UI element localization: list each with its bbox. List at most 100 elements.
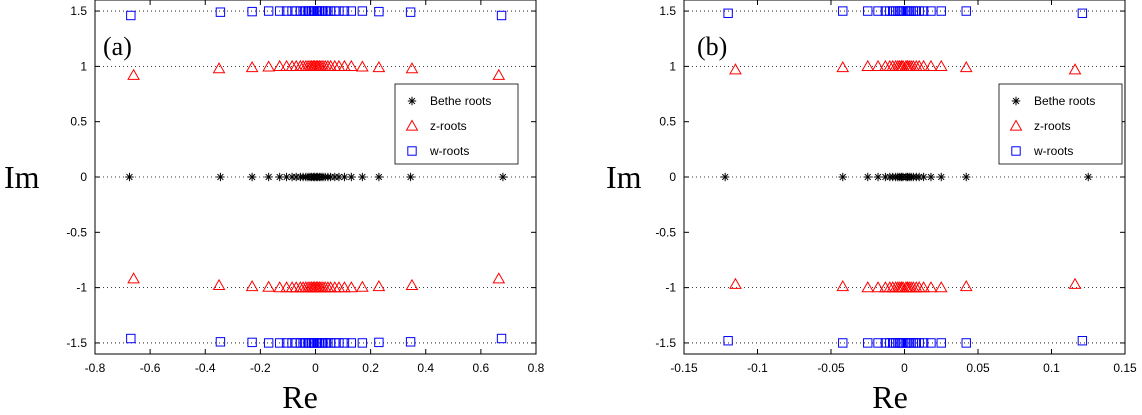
data-point xyxy=(405,337,416,347)
data-point xyxy=(723,336,733,346)
data-point xyxy=(372,60,386,73)
data-point xyxy=(961,338,971,348)
data-point xyxy=(245,280,259,292)
data-point xyxy=(346,6,357,16)
data-point xyxy=(723,8,733,18)
data-point xyxy=(127,68,140,80)
y-tick-label: -1.5 xyxy=(655,336,676,350)
x-tick-label: 0.1 xyxy=(1043,361,1060,375)
data-point xyxy=(216,172,225,182)
data-point xyxy=(924,59,938,71)
data-point xyxy=(962,172,971,182)
data-point xyxy=(126,333,136,344)
series-asterisk xyxy=(125,172,508,182)
legend-marker-asterisk xyxy=(407,96,417,106)
series-asterisk xyxy=(720,172,1093,182)
y-tick-label: -0.5 xyxy=(66,225,87,239)
data-point xyxy=(729,277,742,289)
data-point xyxy=(924,281,938,293)
x-tick-label: -0.15 xyxy=(670,361,698,375)
x-axis-title: Re xyxy=(282,379,318,415)
series-square xyxy=(723,6,1088,348)
x-tick-label: 0.05 xyxy=(966,361,990,375)
data-point xyxy=(347,172,356,182)
data-point xyxy=(357,6,368,16)
y-tick-label: 1 xyxy=(80,59,87,73)
data-point xyxy=(863,172,872,182)
data-point xyxy=(262,60,276,72)
data-point xyxy=(355,60,369,72)
data-point xyxy=(212,62,226,74)
data-point xyxy=(961,6,971,16)
x-tick-label: 0.4 xyxy=(417,361,434,375)
data-point xyxy=(918,338,929,348)
panel-label: (a) xyxy=(103,32,132,61)
chart-panel-2: -0.15 -0.1 -0.05 0 0.05 0.1 0.15 -1.5 -1 -0.5 0 0.5… xyxy=(606,0,1137,415)
data-point xyxy=(926,6,936,16)
x-tick-label: -0.05 xyxy=(817,361,845,375)
y-tick-label: 1.5 xyxy=(659,4,676,18)
data-point xyxy=(405,278,419,291)
legend: Bethe roots z-roots w-roots xyxy=(394,83,519,165)
data-point xyxy=(344,281,358,293)
legend-label: z-roots xyxy=(1034,119,1071,133)
data-point xyxy=(358,172,367,182)
data-point xyxy=(871,281,885,293)
x-tick-label: 0 xyxy=(901,361,908,375)
data-point xyxy=(245,60,259,73)
data-point xyxy=(405,62,419,74)
data-point xyxy=(959,280,973,292)
data-point xyxy=(1068,277,1082,289)
data-point xyxy=(720,172,730,182)
data-point xyxy=(374,6,384,17)
y-tick-label: -1 xyxy=(665,281,676,295)
y-tick-label: -1.5 xyxy=(66,336,87,350)
y-tick-label: 0 xyxy=(669,170,676,184)
data-point xyxy=(1084,172,1093,182)
panel-label: (b) xyxy=(697,32,727,61)
chart-panel-1: -0.8 -0.6 -0.4 -0.2 0 0.2 0.4 0.6 0.8 -1.5 -1 -0.5 0… xyxy=(4,0,545,415)
legend-marker-asterisk xyxy=(1011,96,1021,106)
data-point xyxy=(264,172,273,182)
data-point xyxy=(339,338,350,348)
y-axis-title: Im xyxy=(606,159,642,195)
y-tick-label: 1.5 xyxy=(70,4,87,18)
data-point xyxy=(496,10,507,21)
data-point xyxy=(492,272,506,284)
series-triangle xyxy=(127,59,506,293)
x-tick-label: 0.8 xyxy=(528,361,545,375)
data-point xyxy=(836,60,850,73)
legend-box xyxy=(394,83,519,165)
series-triangle xyxy=(729,59,1082,293)
data-point xyxy=(374,337,384,348)
legend-marker-square xyxy=(407,146,417,156)
data-point xyxy=(863,338,873,348)
data-point xyxy=(934,281,948,293)
data-point xyxy=(126,10,136,21)
x-tick-label: -0.6 xyxy=(140,361,161,375)
data-point xyxy=(838,172,847,182)
data-point xyxy=(125,172,134,182)
data-point xyxy=(338,281,351,293)
data-point xyxy=(273,59,287,71)
data-point xyxy=(863,6,873,16)
data-point xyxy=(355,280,369,292)
legend-box xyxy=(998,83,1123,165)
series-square xyxy=(126,6,507,348)
data-point xyxy=(1068,63,1082,75)
legend: Bethe roots z-roots w-roots xyxy=(998,83,1123,165)
x-tick-label: -0.1 xyxy=(747,361,768,375)
data-point xyxy=(339,6,350,16)
legend-marker-triangle xyxy=(1009,119,1023,131)
data-point xyxy=(496,333,507,344)
y-axis-title: Im xyxy=(4,159,40,195)
x-tick-label: -0.8 xyxy=(85,361,106,375)
data-point xyxy=(247,6,257,17)
x-tick-label: 0 xyxy=(312,361,319,375)
legend-label: z-roots xyxy=(430,119,467,133)
data-point xyxy=(919,172,928,182)
legend-label: w-roots xyxy=(429,144,469,158)
x-tick-label: -0.4 xyxy=(195,361,216,375)
y-tick-label: 1 xyxy=(669,59,676,73)
data-point xyxy=(917,59,930,71)
